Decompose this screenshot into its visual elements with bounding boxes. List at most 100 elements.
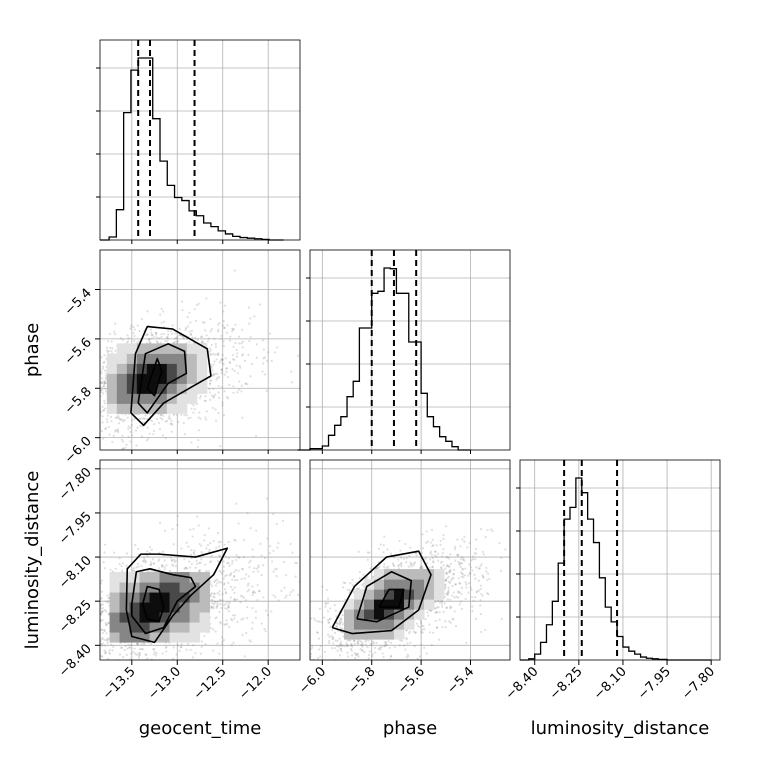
contour-1-1 [131,568,197,635]
sample-point [133,417,136,420]
sample-point [291,381,294,384]
sample-point [314,619,317,622]
sample-point [203,321,206,324]
sample-point [479,565,482,568]
sample-point [302,612,304,614]
sample-point [459,558,463,561]
sample-point [118,454,120,456]
sample-point [143,417,146,420]
sample-point [225,331,228,334]
sample-point [60,371,62,373]
sample-point [241,354,244,357]
sample-point [85,670,87,672]
sample-point [310,607,312,609]
panel-frame-2 [309,459,511,661]
sample-point [425,541,428,544]
sample-point [103,551,106,554]
sample-point [181,300,184,303]
sample-point [360,649,364,652]
sample-point [142,417,145,420]
density-cell [196,363,208,374]
sample-point [86,627,88,629]
sample-point [263,556,266,559]
sample-point [431,544,434,548]
sample-point [198,411,201,414]
sample-point [210,605,213,608]
sample-point [172,558,176,561]
sample-point [97,390,99,392]
sample-point [251,606,254,610]
sample-point [232,345,235,349]
sample-point [462,558,465,561]
sample-point [222,577,225,580]
sample-point [120,564,123,568]
sample-point [230,572,233,575]
sample-point [335,621,339,625]
density-cell [146,403,158,414]
sample-point [426,611,429,614]
sample-point [240,618,243,621]
density-cell [139,612,151,623]
sample-point [64,683,66,685]
sample-point [57,408,59,410]
sample-point [249,375,252,378]
sample-point [104,543,107,546]
sample-point [368,650,371,653]
sample-point [274,596,277,599]
sample-point [21,700,23,702]
sample-point [383,563,386,566]
density-cell [109,612,121,623]
sample-point [440,603,444,606]
sample-point [105,610,108,613]
sample-point [162,310,165,313]
sample-point [276,546,279,549]
sample-point [152,335,155,338]
sample-point [456,590,459,593]
sample-point [335,625,338,628]
sample-point [247,582,250,585]
sample-point [332,661,334,663]
sample-point [195,559,198,563]
sample-point [249,317,252,320]
sample-point [244,573,248,576]
sample-point [410,565,413,568]
density-cell [109,602,121,613]
sample-point [211,394,214,397]
sample-point [474,558,477,561]
panel-frame-0 [99,249,301,451]
sample-point [84,416,86,418]
sample-point [215,378,218,381]
sample-point [448,620,451,623]
sample-point [214,408,217,411]
sample-point [208,388,211,391]
sample-point [468,563,471,566]
sample-point [85,640,87,642]
sample-point [261,339,264,342]
sample-point [241,340,245,343]
sample-point [432,544,435,547]
sample-point [223,373,226,376]
sample-point [190,562,193,566]
sample-point [90,621,92,623]
density-cell [414,609,425,620]
sample-point [200,544,203,547]
sample-point [291,551,294,554]
sample-point [224,664,226,666]
sample-point [452,576,455,580]
sample-point [264,630,267,633]
sample-point [233,599,236,602]
sample-point [422,625,425,628]
sample-point [215,358,218,361]
sample-point [209,349,212,352]
sample-point [92,668,94,670]
sample-point [85,384,87,386]
sample-point [389,655,393,658]
sample-point [236,352,239,355]
sample-point [65,398,67,400]
sample-point [437,599,440,602]
sample-point [318,648,321,651]
sample-point [349,644,353,647]
density-cell [119,572,131,583]
sample-point [251,627,254,630]
sample-point [343,671,345,673]
